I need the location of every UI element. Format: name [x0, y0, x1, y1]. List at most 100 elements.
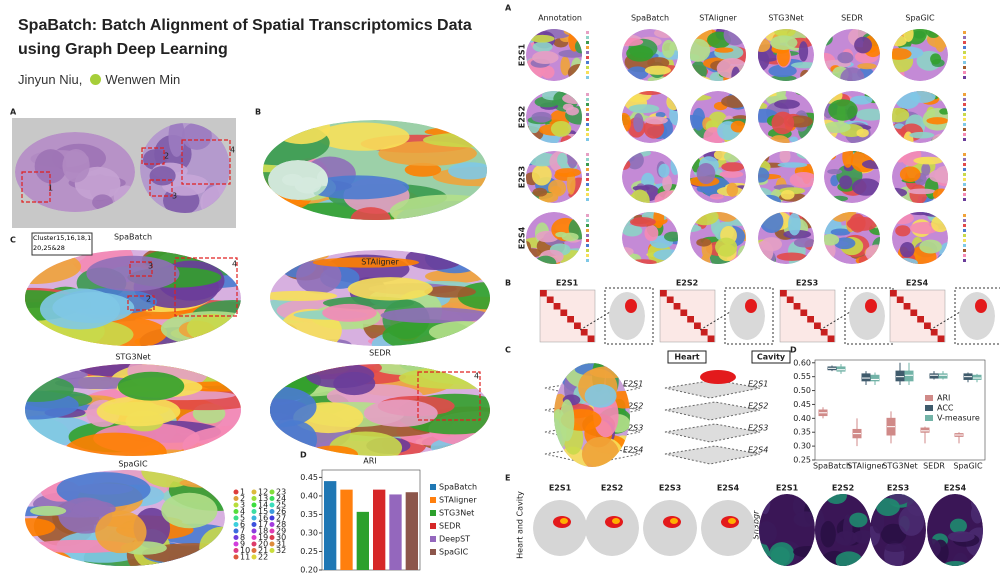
legend-label: 21	[258, 546, 268, 555]
author: Jinyun Niu,	[18, 72, 83, 87]
tissue-region	[63, 432, 167, 456]
legend-swatch	[963, 188, 966, 191]
tissue-frame	[604, 287, 654, 345]
roi-box	[127, 295, 155, 311]
legend-swatch	[586, 158, 589, 161]
legend-swatch	[430, 536, 436, 542]
legend-swatch	[963, 118, 966, 121]
method-label: SpaGIC	[118, 460, 148, 469]
tissue-region	[716, 212, 739, 222]
legend-swatch	[963, 168, 966, 171]
tissue-region	[895, 225, 911, 237]
legend-label: 12	[258, 488, 268, 497]
legend-dot	[233, 509, 239, 514]
column-header: E2S1	[549, 484, 572, 493]
tissue-region	[690, 94, 712, 101]
tissue-region	[913, 156, 944, 165]
legend-swatch	[963, 71, 966, 74]
tissue-region	[921, 163, 931, 176]
legend-label: 26	[276, 507, 286, 516]
tissue-region	[632, 185, 650, 191]
tissue-region	[25, 366, 52, 377]
tissue-image	[25, 470, 225, 566]
legend-label: SpaBatch	[439, 483, 477, 492]
legend-label: 20	[258, 540, 268, 549]
roi-box	[417, 371, 481, 421]
tissue-image	[758, 29, 814, 81]
tissue-region	[95, 510, 147, 554]
legend-swatch	[586, 214, 589, 217]
connector	[929, 311, 961, 331]
tissue-region	[622, 224, 643, 237]
row-label: E2S2	[518, 106, 527, 128]
x-tick-label: STG3Net	[882, 462, 917, 471]
tissue-region	[831, 195, 848, 202]
legend-swatch	[963, 153, 966, 156]
tissue-image	[526, 91, 582, 143]
tissue-region	[560, 135, 574, 143]
tissue-region	[899, 241, 915, 258]
tissue-region	[531, 111, 552, 123]
tissue-region	[932, 188, 948, 201]
tissue-region	[350, 207, 391, 220]
tissue-region	[895, 91, 920, 109]
legend-swatch	[586, 133, 589, 136]
column-header: E2S1	[776, 484, 799, 493]
panel-label: B	[505, 279, 511, 288]
legend-swatch	[586, 178, 589, 181]
roi-label: 1	[48, 184, 53, 193]
tissue-base	[609, 292, 645, 340]
tissue-image	[643, 500, 697, 556]
tissue-region	[622, 112, 631, 133]
tissue-region	[541, 65, 555, 79]
tissue-region	[774, 99, 800, 109]
legend-swatch	[586, 259, 589, 262]
tissue-region	[534, 255, 557, 264]
tissue-region	[629, 259, 657, 264]
legend-swatch	[586, 168, 589, 171]
tissue-region	[944, 560, 967, 566]
highlight	[700, 370, 736, 384]
tissue-region	[626, 45, 654, 62]
tissue-image	[622, 29, 678, 81]
tissue-region	[771, 111, 795, 135]
heatmap-diag	[924, 322, 931, 329]
column-header: STG3Net	[768, 14, 803, 23]
legend-swatch	[586, 66, 589, 69]
heatmap-diag	[666, 296, 674, 303]
bar	[373, 489, 386, 570]
y-tick-label: 0.20	[300, 566, 318, 575]
tissue-region	[562, 92, 582, 104]
tissue-region	[626, 66, 649, 80]
legend-swatch	[963, 61, 966, 64]
tissue-region	[723, 151, 741, 163]
tissue-region	[768, 135, 790, 143]
tissue-region	[316, 168, 328, 187]
tissue-region	[563, 29, 575, 35]
tissue-region	[624, 91, 652, 103]
tissue-region	[179, 477, 225, 488]
legend-swatch	[586, 108, 589, 111]
tissue-region	[270, 386, 317, 428]
tissue-region	[721, 95, 746, 108]
y-tick-label: 0.50	[793, 386, 811, 395]
column-header: E2S3	[659, 484, 681, 493]
tissue-region	[714, 47, 734, 53]
tissue-region	[312, 257, 420, 268]
row-label: E2S1	[518, 43, 527, 66]
tissue-region	[839, 175, 853, 190]
legend-swatch	[586, 93, 589, 96]
tissue-region	[840, 67, 865, 81]
tissue-region	[654, 29, 677, 39]
legend-label: 1	[240, 488, 245, 497]
tissue-region	[825, 494, 847, 505]
y-tick-label: 0.40	[300, 491, 318, 500]
legend-swatch	[963, 138, 966, 141]
tissue-region	[532, 50, 559, 65]
heatmap-title: E2S2	[676, 279, 698, 288]
legend-dot	[251, 554, 257, 560]
legend-dot	[269, 528, 275, 534]
panel-label: A	[10, 108, 17, 117]
heatmap-diag	[937, 335, 945, 342]
legend-swatch	[925, 405, 933, 411]
